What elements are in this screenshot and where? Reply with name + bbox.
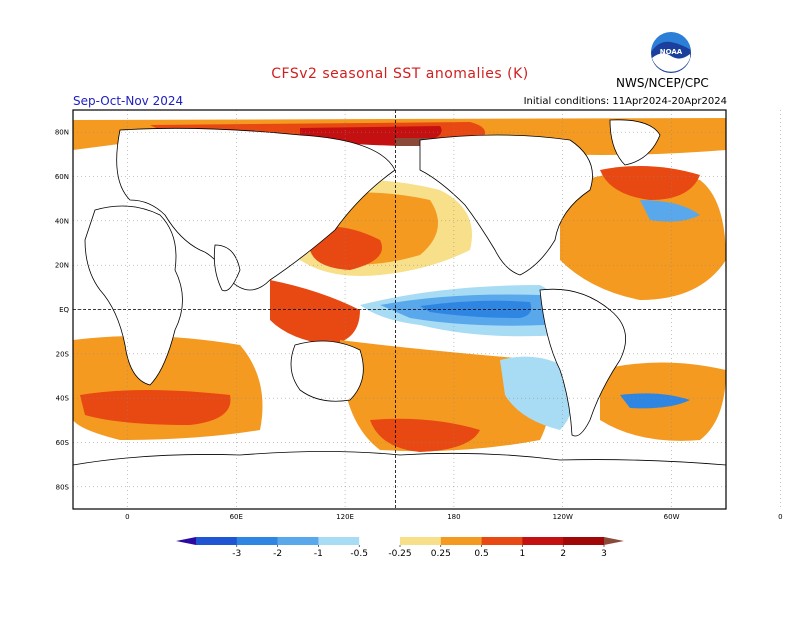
anomaly-sh-indian-core: [80, 390, 231, 425]
colorbar-high-triangle: [604, 537, 624, 545]
colorbar-level-label: -1: [314, 549, 323, 559]
lat-tick-label: 80S: [56, 483, 70, 491]
land-north-america: [419, 134, 593, 276]
anomaly-wpacific-warm: [270, 280, 360, 345]
land-greenland: [609, 119, 661, 166]
colorbar-swatch: [196, 537, 238, 545]
colorbar-level-label: 0.5: [474, 549, 488, 559]
anomaly-sh-pacific-core: [370, 418, 480, 452]
lon-tick-label: 180: [447, 513, 460, 521]
land-eurasia: [116, 127, 396, 291]
colorbar-level-label: -3: [232, 549, 241, 559]
colorbar-level-label: -0.25: [388, 549, 411, 559]
anomaly-npacific-core: [310, 226, 382, 270]
land-africa: [84, 205, 183, 386]
land-india: [213, 244, 241, 292]
anomaly-se-pacific-cool: [500, 356, 574, 430]
anomaly-satlantic-cool: [620, 393, 690, 409]
colorbar-swatch: [522, 537, 564, 545]
colorbar-level-label: 0.25: [431, 549, 451, 559]
colorbar: -3 -2 -1 -0.5 -0.25 0.25 0.5 1 2 3: [176, 537, 624, 559]
colorbar-swatch: [318, 537, 360, 545]
chart-title: CFSv2 seasonal SST anomalies (K): [271, 66, 529, 82]
colorbar-swatch: [277, 537, 319, 545]
lon-tick-label: 60W: [664, 513, 680, 521]
colorbar-low-triangle: [176, 537, 196, 545]
lat-tick-label: EQ: [59, 306, 69, 314]
lon-tick-label: 60E: [230, 513, 243, 521]
longitude-labels: 0 60E 120E 180 120W 60W 0: [125, 513, 782, 521]
lat-tick-label: 60S: [56, 439, 70, 447]
latitude-labels: 80N 60N 40N 20N EQ 20S 40S 60S 80S: [55, 129, 70, 492]
anomaly-natlantic-warm: [560, 172, 726, 300]
lon-tick-label: 0: [778, 513, 782, 521]
map-gridlines: [73, 110, 781, 509]
colorbar-level-label: 3: [601, 549, 607, 559]
lon-tick-label: 120W: [553, 513, 573, 521]
colorbar-swatch: [563, 537, 605, 545]
lat-tick-label: 40N: [55, 217, 69, 225]
logo-text: NOAA: [660, 48, 683, 56]
lat-tick-label: 20S: [56, 350, 70, 358]
anomaly-arctic-peak: [395, 138, 437, 146]
map-frame: [72, 109, 727, 510]
colorbar-swatch: [440, 537, 482, 545]
land-south-america: [539, 288, 627, 437]
colorbar-level-label: -2: [273, 549, 282, 559]
lon-tick-label: 0: [125, 513, 129, 521]
anomaly-natlantic-core: [600, 166, 700, 200]
lon-tick-label: 120E: [336, 513, 354, 521]
agency-label: NWS/NCEP/CPC: [616, 76, 709, 90]
colorbar-level-label: -0.5: [350, 549, 368, 559]
colorbar-level-label: 2: [560, 549, 566, 559]
colorbar-level-label: 1: [520, 549, 526, 559]
noaa-logo-icon: NOAA: [651, 32, 691, 73]
land-antarctica: [73, 451, 726, 509]
season-label: Sep-Oct-Nov 2024: [73, 94, 184, 108]
lat-tick-label: 40S: [56, 395, 70, 403]
initial-conditions-label: Initial conditions: 11Apr2024-20Apr2024: [523, 96, 727, 107]
colorbar-swatch: [236, 537, 278, 545]
lat-tick-label: 80N: [55, 129, 69, 137]
colorbar-swatch: [359, 537, 401, 545]
colorbar-swatch: [481, 537, 523, 545]
colorbar-swatch: [400, 537, 442, 545]
lat-tick-label: 60N: [55, 173, 69, 181]
lat-tick-label: 20N: [55, 262, 69, 270]
anomaly-natlantic-cool: [640, 200, 700, 222]
